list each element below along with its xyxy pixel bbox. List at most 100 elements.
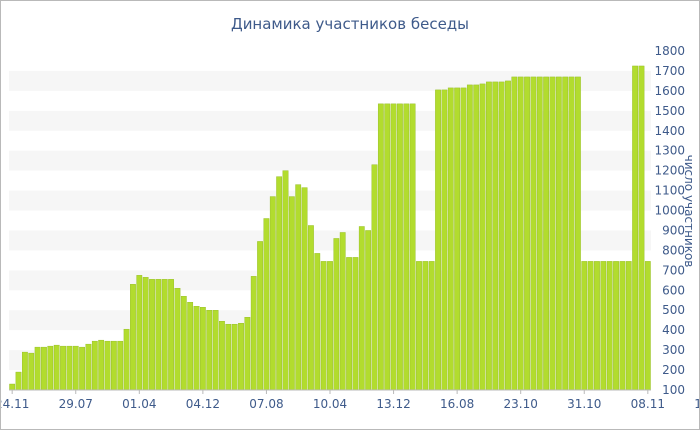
chart-title: Динамика участников беседы	[231, 15, 469, 33]
bar	[644, 261, 651, 391]
y-tick-label: 1000	[654, 204, 685, 218]
bar	[98, 339, 105, 391]
x-tick-label: 29.07	[59, 397, 93, 411]
bar	[199, 307, 206, 391]
y-tick-label: 1400	[654, 124, 685, 138]
bar	[123, 328, 130, 391]
bar	[517, 76, 524, 391]
bar	[301, 187, 308, 391]
y-axis-label: число участников	[682, 155, 696, 268]
bar	[219, 321, 225, 391]
bar	[288, 196, 295, 391]
bar	[91, 340, 98, 391]
bar	[263, 218, 270, 391]
y-tick-label: 800	[662, 243, 685, 257]
bar	[638, 65, 645, 391]
x-tick-label: 10.04	[313, 397, 347, 411]
bar	[117, 340, 124, 391]
bar	[365, 230, 372, 391]
x-tick-label: 07.08	[249, 397, 283, 411]
x-tick-label: 04.12	[186, 397, 220, 411]
bar	[397, 103, 403, 391]
bar	[454, 87, 461, 391]
bar	[371, 164, 378, 391]
bar	[358, 226, 365, 391]
bar-series	[9, 65, 651, 391]
bar	[225, 323, 232, 391]
bar	[257, 241, 263, 391]
bar	[606, 261, 613, 391]
bar	[625, 261, 632, 391]
y-tick-label: 700	[662, 263, 685, 277]
y-tick-label: 1100	[654, 184, 685, 198]
bar	[613, 261, 619, 391]
y-tick-label: 400	[662, 323, 685, 337]
bar	[206, 310, 213, 391]
x-tick-label: 01.04	[122, 397, 156, 411]
y-tick-label: 1700	[654, 64, 685, 78]
bar	[555, 76, 562, 391]
bar	[168, 279, 174, 391]
bar	[155, 279, 162, 391]
bar	[568, 76, 575, 391]
bar	[486, 81, 492, 391]
bar	[9, 383, 16, 391]
y-tick-label: 1500	[654, 104, 685, 118]
x-tick-label: 13.12	[376, 397, 410, 411]
bar	[85, 343, 92, 391]
y-tick-label: 900	[662, 223, 685, 237]
x-tick-label: 08.11	[631, 397, 665, 411]
bar	[295, 184, 302, 391]
bar	[269, 196, 276, 391]
bar	[79, 346, 85, 391]
x-tick-label: 24.11	[1, 397, 29, 411]
bar	[60, 345, 66, 391]
x-axis-ticks: 24.11 29.07 01.04 04.12 07.08 10.04 13.12 16.08…	[1, 389, 699, 411]
bar	[47, 345, 54, 391]
bar	[308, 225, 314, 391]
y-tick-label: 1300	[654, 144, 685, 158]
bar	[562, 76, 569, 391]
bar	[428, 261, 435, 391]
bar	[619, 261, 626, 391]
bar	[390, 103, 397, 391]
bar	[28, 352, 35, 391]
bar	[320, 261, 327, 391]
bar	[149, 279, 155, 391]
y-tick-label: 1600	[654, 84, 685, 98]
bar	[505, 80, 511, 391]
bar	[435, 89, 441, 391]
y-tick-label: 200	[662, 363, 685, 377]
y-tick-label: 1200	[654, 164, 685, 178]
bar	[543, 76, 549, 391]
bar	[22, 351, 28, 391]
bar	[492, 81, 499, 391]
bar	[327, 261, 333, 391]
bar	[524, 76, 530, 391]
bar	[187, 302, 194, 391]
bar	[244, 317, 251, 391]
bar	[530, 76, 537, 391]
bar	[416, 261, 422, 391]
bar	[409, 103, 416, 391]
bar	[441, 89, 448, 391]
bar	[479, 83, 486, 391]
bar	[72, 345, 79, 391]
bar	[587, 261, 594, 391]
bar	[41, 346, 47, 391]
bar	[352, 257, 359, 391]
x-tick-label: 16.08	[440, 397, 474, 411]
y-tick-label: 1800	[654, 44, 685, 58]
bar	[53, 344, 60, 391]
bar	[536, 76, 543, 391]
bar	[581, 261, 588, 391]
x-tick-label: 31.10	[567, 397, 601, 411]
bar	[549, 76, 556, 391]
bar	[136, 275, 143, 391]
bar	[314, 253, 321, 391]
bar	[276, 176, 283, 391]
bar	[250, 276, 257, 391]
bar	[575, 76, 581, 391]
bar	[174, 288, 181, 391]
